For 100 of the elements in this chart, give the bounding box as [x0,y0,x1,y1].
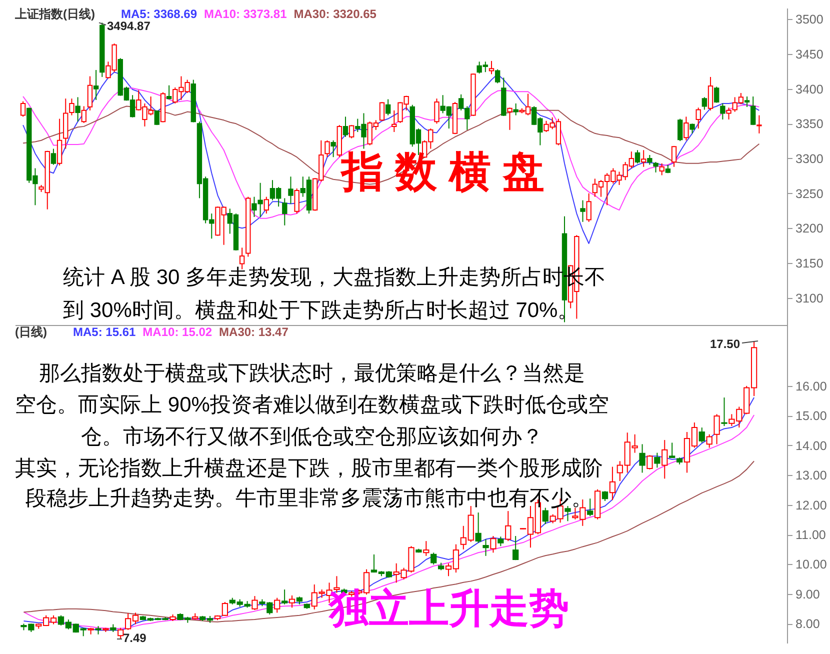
y-tick-label: 3150 [796,256,824,270]
candlestick [56,118,62,166]
candlestick [294,188,300,214]
y-tick-label: 10.00 [796,558,827,572]
y-tick-label: 3100 [796,291,824,306]
candlestick [330,140,336,158]
chart-title: 上证指数(日线) [14,7,95,21]
candlestick [166,84,172,100]
candlestick [696,107,701,130]
candlestick [118,627,124,640]
y-tick-label: 3200 [796,222,824,236]
candlestick [430,552,437,566]
y-tick-label: 3450 [796,47,824,62]
candlestick [20,100,26,118]
candlestick [507,107,512,130]
candlestick [714,414,720,445]
candlestick [684,116,689,141]
candlestick [671,145,677,168]
candlestick [640,150,646,168]
candlestick [252,596,258,611]
candlestick [587,498,594,517]
y-tick-label: 12.00 [796,498,827,512]
candlestick [50,148,56,166]
candlestick [646,454,653,470]
candlestick [498,536,504,547]
line-series [22,88,760,219]
y-tick-label: 16.00 [796,379,827,394]
candlestick [662,440,668,480]
annotation: 7.49 [123,631,147,645]
candlestick [490,536,496,554]
candlestick [708,76,714,111]
candlestick [702,96,708,110]
candlestick [488,60,494,75]
candlestick [659,162,664,176]
candlestick [669,442,676,458]
candlestick [609,466,616,501]
candlestick [93,70,99,100]
y-tick-label: 3250 [796,186,824,201]
y-tick-label: 11.00 [796,528,826,542]
candlestick [639,444,646,474]
candlestick [750,96,756,126]
text: MA5: 3368.69 [120,7,198,21]
candlestick [282,198,288,226]
candlestick [281,589,288,605]
y-tick-label: 3500 [796,12,824,27]
candlestick [274,597,280,614]
chart-title: (日线) [15,325,47,339]
candlestick [392,110,397,133]
candlestick [653,161,658,173]
candlestick [482,538,489,556]
y-tick-label: 9.00 [796,587,820,602]
y-tick-label: 15.00 [796,409,827,424]
y-tick-label: 14.00 [796,438,827,453]
y-tick-label: 3300 [796,152,824,166]
candlestick [602,490,608,502]
candlestick [87,76,93,111]
annotation: 那么指数处于横盘或下跌状态时，最优策略是什么？当然是空仓。而实际上 90%投资者难以做到在数横盘或下跌时低仓或空仓。市场不行又做不到低仓或空仓那应该如何办？ [15,362,609,448]
candlestick [348,124,354,139]
candlestick [720,102,726,120]
candlestick [706,434,712,448]
y-tick-label: 3350 [796,117,824,132]
candlestick [721,397,728,427]
candlestick [634,150,640,164]
candlestick [494,68,500,84]
candlestick [264,196,269,214]
candlestick [690,123,695,134]
candlestick [423,540,430,556]
candlestick [726,107,732,120]
annotation: 指 数 横 盘 [339,148,545,195]
candlestick [586,192,592,222]
candlestick [81,106,86,124]
y-tick-label: 8.00 [796,617,820,632]
candlestick [580,200,586,222]
text: MA30: 13.47 [219,325,289,339]
candlestick [756,114,762,134]
candlestick [75,96,80,122]
y-tick-label: 13.00 [796,468,827,483]
candlestick [513,102,518,116]
candlestick [647,154,652,166]
candlestick [288,176,294,204]
text: MA30: 3320.65 [294,7,377,21]
candlestick [542,507,548,525]
text: MA10: 15.02 [142,325,212,339]
candlestick [385,98,391,116]
candlestick [654,452,660,468]
candlestick [288,594,296,608]
candlestick [379,102,385,122]
candlestick [475,512,482,544]
y-tick-label: 3400 [796,82,824,96]
candlestick [714,86,720,104]
candlestick [324,140,330,158]
candlestick [512,536,519,561]
text: MA5: 15.61 [72,325,136,339]
candlestick [434,98,440,124]
candlestick [342,116,348,138]
candlestick [505,510,512,542]
annotation: 17.50 [710,337,740,351]
text: MA10: 3373.81 [204,7,288,21]
candlestick [698,427,705,444]
candlestick [678,118,683,142]
